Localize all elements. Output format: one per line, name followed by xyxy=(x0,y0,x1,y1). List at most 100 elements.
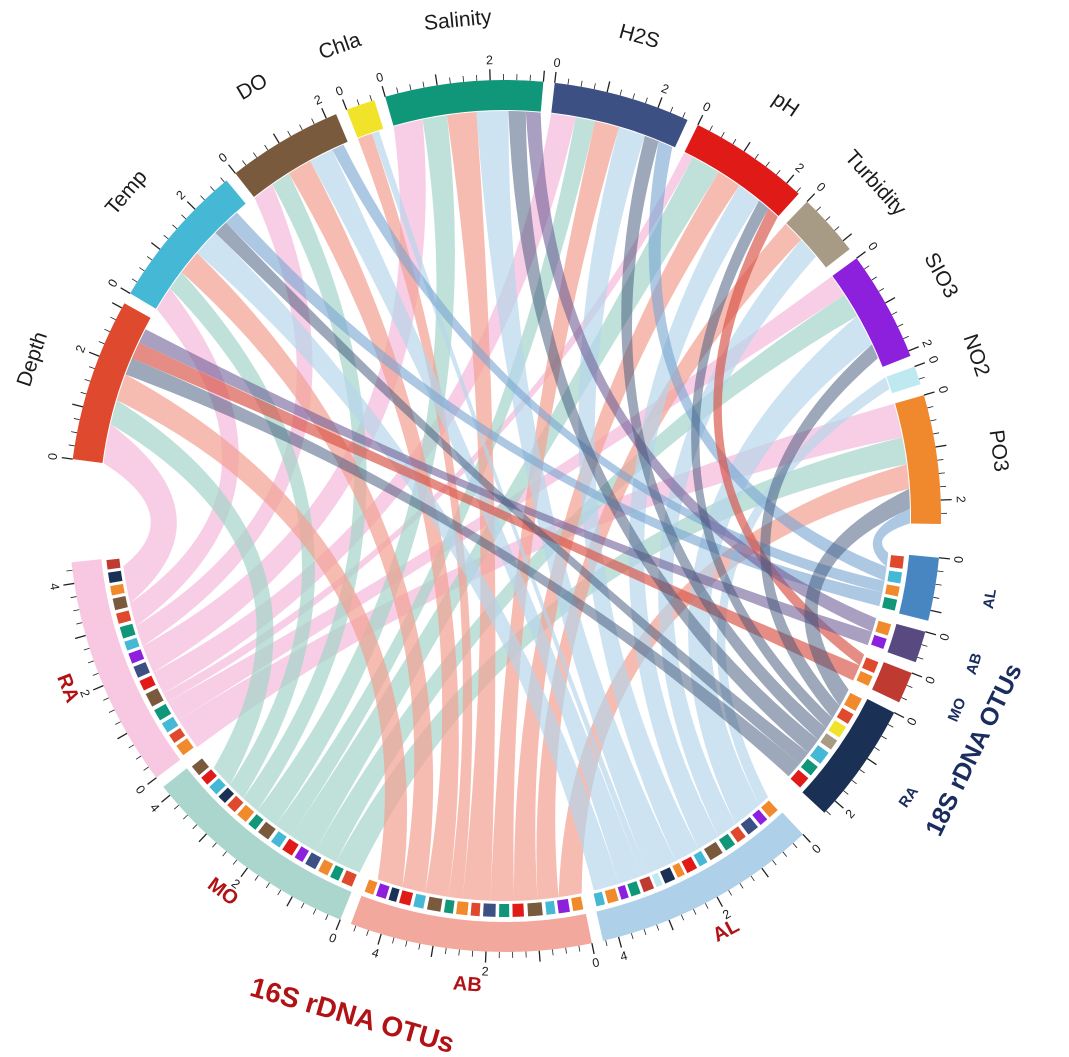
otu-ring-segment-RA16 xyxy=(154,703,172,721)
tick-pH xyxy=(776,169,781,176)
ribbon-Chla-AL16 xyxy=(371,131,648,877)
tick-label-RA16: 2 xyxy=(77,688,93,700)
otu-ring-segment-RA16 xyxy=(116,610,132,624)
tick-label-SIO3: 2 xyxy=(919,337,935,349)
tick-SIO3 xyxy=(891,311,898,316)
tick-MO16 xyxy=(183,814,188,820)
tick-label-AB16: 4 xyxy=(370,946,381,961)
tick-label-PO3: 2 xyxy=(954,496,968,504)
ribbon-Temp-MO16 xyxy=(170,272,316,799)
tick-label-RA18: 0 xyxy=(904,715,920,728)
tick-RA16 xyxy=(63,582,75,586)
tick-RA18 xyxy=(887,724,894,728)
tick-AB16 xyxy=(405,940,408,947)
tick-H2S xyxy=(593,83,596,90)
sector-band-SIO3 xyxy=(832,258,911,367)
tick-SIO3 xyxy=(885,297,896,304)
tick-Depth xyxy=(88,366,95,370)
otu-ring-segment-AB16 xyxy=(426,896,443,912)
tick-label-DO: 0 xyxy=(216,150,230,165)
tick-DO xyxy=(311,118,315,125)
tick-MO18 xyxy=(906,684,913,689)
tick-RA16 xyxy=(135,755,142,760)
tick-pH xyxy=(732,138,737,145)
otu-ring-segment-AL16 xyxy=(761,800,778,818)
sector-label-RA16: RA xyxy=(52,671,83,706)
tick-Salinity xyxy=(409,84,412,91)
sector-label-SIO3: SIO3 xyxy=(919,249,962,302)
tick-label-AL16: 4 xyxy=(619,949,629,964)
ribbon-Temp-RA18 xyxy=(215,222,809,764)
otu-ring-segment-AL16 xyxy=(617,885,629,900)
sector-label-AL16: AL xyxy=(709,915,743,947)
tick-label-AL18: 0 xyxy=(952,556,967,564)
otu-ring-segment-AB16 xyxy=(545,900,556,915)
tick-Salinity xyxy=(542,70,545,82)
ribbon-Depth-AB16 xyxy=(116,374,408,888)
group-title-s16: 16S rDNA OTUs xyxy=(247,971,458,1057)
otu-ring-segment-AB16 xyxy=(376,883,390,899)
tick-AB16 xyxy=(565,947,567,954)
tick-AL18 xyxy=(933,596,940,599)
tick-Salinity xyxy=(462,75,464,83)
tick-pH xyxy=(743,141,751,152)
otu-ring-segment-AB16 xyxy=(527,902,543,917)
otu-ring-segment-MO16 xyxy=(270,831,287,848)
otu-ring-segment-AL16 xyxy=(752,809,768,826)
ribbon-PO3-RA18 xyxy=(804,488,910,707)
ribbon-H2S-RA18 xyxy=(621,135,827,740)
tick-Temp xyxy=(220,177,225,183)
otu-ring-segment-RA18 xyxy=(810,745,829,764)
otu-ring-segment-AB16 xyxy=(456,901,469,916)
sector-band-AB16 xyxy=(350,895,592,953)
tick-AL16 xyxy=(716,896,723,907)
tick-Salinity xyxy=(434,74,438,86)
tick-H2S xyxy=(632,93,635,100)
otu-ring-segment-RA16 xyxy=(161,716,179,733)
rings-layer xyxy=(106,555,904,918)
tick-H2S xyxy=(619,89,623,96)
tick-MO16 xyxy=(254,875,259,881)
tick-Depth xyxy=(88,351,100,357)
tick-AL16 xyxy=(728,890,732,896)
tick-label-AL16: 0 xyxy=(809,841,824,856)
tick-label-H2S: 0 xyxy=(553,56,562,71)
tick-PO3 xyxy=(935,444,947,448)
tick-Temp xyxy=(163,234,169,240)
tick-Turbidity xyxy=(816,206,822,212)
otu-ring-segment-MO16 xyxy=(294,846,309,863)
sector-band-RA18 xyxy=(802,699,895,813)
tick-RA16 xyxy=(74,634,86,640)
tick-MO16 xyxy=(300,902,305,909)
tick-MO16 xyxy=(286,896,293,907)
tick-AL16 xyxy=(704,903,709,909)
sector-band-MO16 xyxy=(163,768,352,920)
tick-MO16 xyxy=(222,851,227,857)
tick-Depth xyxy=(71,431,78,434)
tick-RA16 xyxy=(92,685,104,691)
tick-AL16 xyxy=(668,919,674,931)
tick-MO18 xyxy=(911,672,923,678)
tick-H2S xyxy=(567,78,570,85)
tick-Turbidity xyxy=(834,226,840,231)
tick-DO xyxy=(321,108,327,119)
ribbon-Temp-AL16 xyxy=(197,232,619,891)
ribbon-Salinity-RA16 xyxy=(142,119,426,673)
tick-MO16 xyxy=(335,919,341,931)
tick-Depth xyxy=(68,444,75,447)
tick-AL16 xyxy=(792,843,798,849)
otu-ring-segment-RA16 xyxy=(106,558,121,570)
tick-AL16 xyxy=(782,851,788,857)
otu-ring-segment-AL16 xyxy=(660,867,676,884)
sector-band-PO3 xyxy=(895,395,942,524)
tick-H2S xyxy=(580,80,583,87)
tick-RA16 xyxy=(147,777,157,785)
otu-ring-segment-MO16 xyxy=(227,795,244,813)
otu-ring-segment-AB16 xyxy=(413,893,426,909)
otu-ring-segment-AL16 xyxy=(718,833,736,851)
tick-AL16 xyxy=(643,929,647,936)
tick-RA18 xyxy=(825,810,831,816)
ribbon-H2S-MO16 xyxy=(275,117,596,837)
tick-label-AB18: 0 xyxy=(937,632,952,642)
